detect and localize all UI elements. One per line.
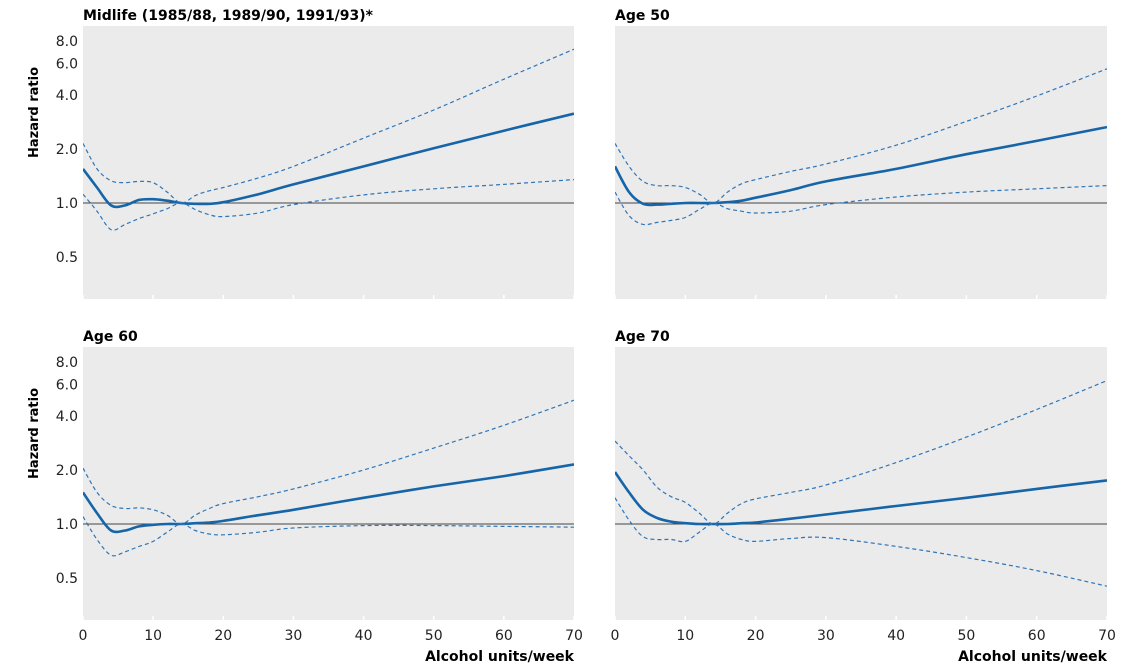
- x-tick-label: 0: [79, 628, 88, 644]
- y-tick-label: 4.0: [56, 88, 78, 104]
- x-tick-label: 20: [214, 628, 232, 644]
- x-tick-label: 30: [285, 628, 303, 644]
- y-tick-label: 6.0: [56, 377, 78, 393]
- plot-area: [83, 347, 574, 620]
- hazard-ratio-estimate-line: [615, 471, 1107, 526]
- x-tick-label: 50: [958, 628, 976, 644]
- y-tick-label: 1.0: [56, 517, 78, 533]
- plot-area: [615, 347, 1107, 620]
- x-axis-label: Alcohol units/week: [425, 649, 575, 665]
- panel-title: Midlife (1985/88, 1989/90, 1991/93)*: [83, 8, 374, 24]
- x-tick-label: 60: [1028, 628, 1046, 644]
- y-axis-label: Hazard ratio: [27, 67, 42, 158]
- chart-panel-3: Age 60 0.5 1.0 2.0 4.0 6.0 8.0 Hazard ratio 0 10 2…: [27, 329, 583, 665]
- lower-ci-line: [83, 516, 574, 557]
- plot-area: [83, 26, 574, 299]
- chart-panel-2: Age 50: [614, 8, 1108, 299]
- x-tick-label: 70: [565, 628, 583, 644]
- upper-ci-line: [615, 380, 1107, 525]
- y-tick-label: 2.0: [56, 463, 78, 479]
- lower-ci-line: [83, 179, 574, 231]
- y-tick-label: 6.0: [56, 56, 78, 72]
- lower-ci-line: [615, 497, 1107, 587]
- x-axis-label: Alcohol units/week: [958, 649, 1108, 665]
- upper-ci-line: [83, 399, 574, 525]
- x-tick-label: 40: [355, 628, 373, 644]
- panel-title: Age 60: [83, 329, 138, 345]
- y-tick-label: 0.5: [56, 250, 78, 266]
- x-tick-label: 60: [495, 628, 513, 644]
- x-tick-label: 20: [747, 628, 765, 644]
- y-tick-label: 0.5: [56, 571, 78, 587]
- x-tick-label: 50: [425, 628, 443, 644]
- x-tick-label: 10: [676, 628, 694, 644]
- y-tick-label: 1.0: [56, 196, 78, 212]
- upper-ci-line: [615, 68, 1107, 204]
- x-tick-label: 70: [1098, 628, 1116, 644]
- lower-ci-line: [615, 185, 1107, 226]
- upper-ci-line: [83, 48, 574, 204]
- chart-panel-4: Age 70 0 10 20 30 40 50 60 70 Alcohol units/week: [611, 329, 1116, 665]
- y-axis-label: Hazard ratio: [27, 388, 42, 479]
- y-tick-label: 8.0: [56, 34, 78, 50]
- hazard-ratio-estimate-line: [615, 125, 1107, 207]
- y-tick-label: 2.0: [56, 142, 78, 158]
- chart-panel-1: Midlife (1985/88, 1989/90, 1991/93)* 0.5 1…: [27, 8, 575, 299]
- y-tick-label: 4.0: [56, 409, 78, 425]
- x-tick-label: 30: [817, 628, 835, 644]
- x-tick-label: 0: [611, 628, 620, 644]
- hazard-ratio-estimate-line: [83, 463, 574, 534]
- x-tick-label: 10: [144, 628, 162, 644]
- y-tick-label: 8.0: [56, 355, 78, 371]
- panel-title: Age 70: [615, 329, 670, 345]
- plot-area: [615, 26, 1107, 299]
- hazard-ratio-estimate-line: [83, 112, 574, 209]
- x-tick-label: 40: [887, 628, 905, 644]
- panel-title: Age 50: [615, 8, 670, 24]
